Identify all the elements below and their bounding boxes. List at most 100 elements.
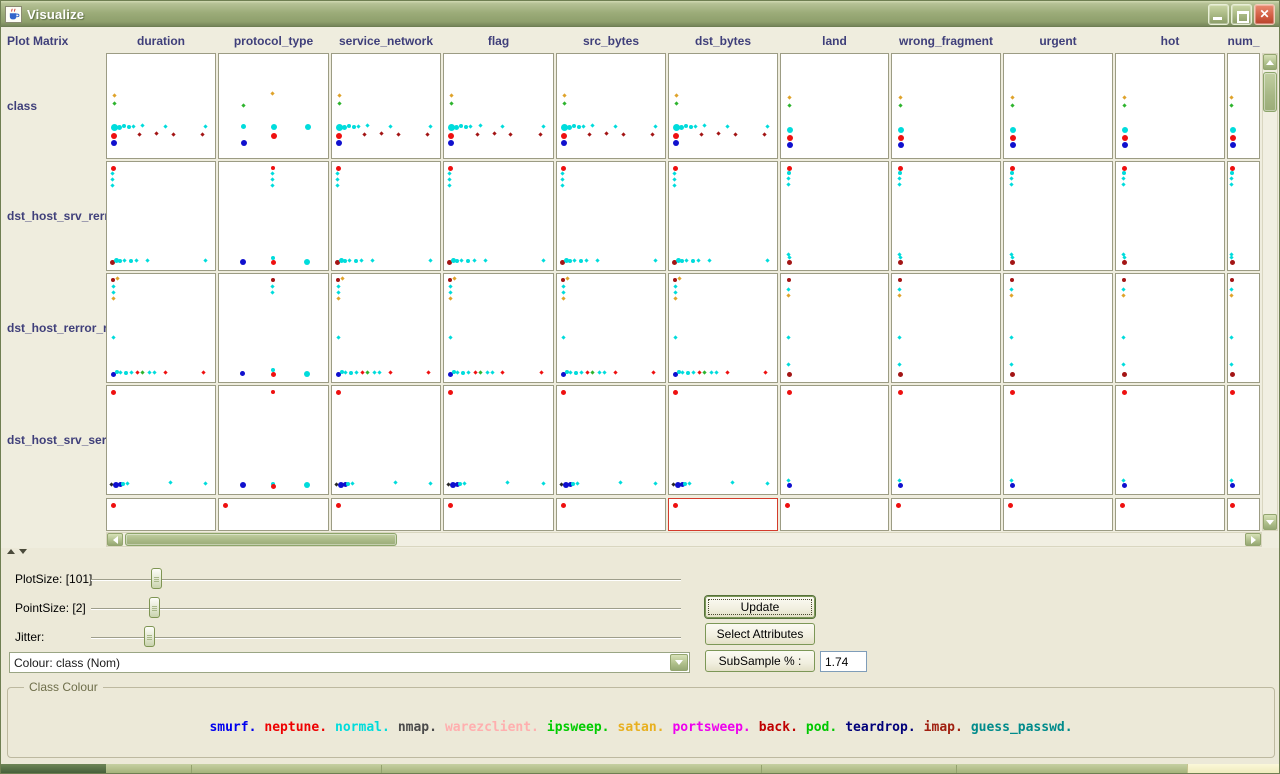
plot-cell-urgent-r0[interactable] xyxy=(1003,53,1113,159)
plot-cell-flag-r1[interactable] xyxy=(443,161,554,271)
plot-cell-flag-r2[interactable] xyxy=(443,273,554,383)
point-size-slider-thumb[interactable] xyxy=(149,597,161,618)
class-label-nmap[interactable]: nmap. xyxy=(397,720,437,735)
divider-collapse-down-icon[interactable] xyxy=(19,549,27,554)
split-divider[interactable] xyxy=(1,548,1279,555)
plot-cell-dst_bytes-r3[interactable] xyxy=(668,385,778,495)
subsample-button[interactable]: SubSample % : xyxy=(705,650,815,672)
taskbar[interactable] xyxy=(1,764,1279,773)
update-button[interactable]: Update xyxy=(705,596,815,618)
class-label-neptune[interactable]: neptune. xyxy=(264,720,328,735)
plot-cell-protocol_type-r2[interactable] xyxy=(218,273,329,383)
class-label-teardrop[interactable]: teardrop. xyxy=(845,720,916,735)
plot-cell-flag-r4[interactable] xyxy=(443,498,554,531)
data-point xyxy=(448,296,453,301)
subsample-input[interactable] xyxy=(820,651,867,672)
select-attributes-button[interactable]: Select Attributes xyxy=(705,623,815,645)
plot-cell-urgent-r2[interactable] xyxy=(1003,273,1113,383)
plot-cell-flag-r0[interactable] xyxy=(443,53,554,159)
plot-cell-hot-r3[interactable] xyxy=(1115,385,1225,495)
plot-cell-hot-r0[interactable] xyxy=(1115,53,1225,159)
jitter-slider-track[interactable] xyxy=(91,637,681,639)
plot-cell-hot-r1[interactable] xyxy=(1115,161,1225,271)
plot-cell-hot-r4[interactable] xyxy=(1115,498,1225,531)
class-label-ipsweep[interactable]: ipsweep. xyxy=(546,720,610,735)
plot-cell-service_network-r2[interactable] xyxy=(331,273,441,383)
plot-cell-service_network-r0[interactable] xyxy=(331,53,441,159)
class-label-portsweep[interactable]: portsweep. xyxy=(672,720,751,735)
colour-select[interactable]: Colour: class (Nom) xyxy=(9,652,690,673)
vertical-scrollbar[interactable] xyxy=(1262,53,1278,531)
plot-cell-duration-r0[interactable] xyxy=(106,53,216,159)
minimize-button[interactable] xyxy=(1208,3,1229,25)
plot-size-slider-thumb[interactable] xyxy=(150,568,162,589)
plot-cell-src_bytes-r3[interactable] xyxy=(556,385,666,495)
plot-cell-urgent-r1[interactable] xyxy=(1003,161,1113,271)
scroll-up-button[interactable] xyxy=(1263,54,1277,70)
plot-cell-wrong_fragment-r1[interactable] xyxy=(891,161,1001,271)
plot-cell-land-r4[interactable] xyxy=(780,498,889,531)
plot-cell-wrong_fragment-r2[interactable] xyxy=(891,273,1001,383)
plot-cell-num_-r2[interactable] xyxy=(1227,273,1260,383)
taskbar-tray[interactable] xyxy=(1187,764,1279,773)
plot-cell-wrong_fragment-r3[interactable] xyxy=(891,385,1001,495)
plot-cell-protocol_type-r3[interactable] xyxy=(218,385,329,495)
plot-size-slider-track[interactable] xyxy=(91,579,681,581)
class-label-normal[interactable]: normal. xyxy=(335,720,390,735)
plot-cell-land-r0[interactable] xyxy=(780,53,889,159)
plot-cell-flag-r3[interactable] xyxy=(443,385,554,495)
taskbar-buttons-area[interactable] xyxy=(106,764,1187,773)
plot-cell-land-r2[interactable] xyxy=(780,273,889,383)
point-size-slider-track[interactable] xyxy=(91,608,681,610)
plot-cell-num_-r0[interactable] xyxy=(1227,53,1260,159)
scroll-down-button[interactable] xyxy=(1263,514,1277,530)
plot-cell-duration-r1[interactable] xyxy=(106,161,216,271)
plot-cell-wrong_fragment-r0[interactable] xyxy=(891,53,1001,159)
plot-cell-land-r1[interactable] xyxy=(780,161,889,271)
plot-cell-urgent-r3[interactable] xyxy=(1003,385,1113,495)
plot-cell-urgent-r4[interactable] xyxy=(1003,498,1113,531)
plot-cell-duration-r2[interactable] xyxy=(106,273,216,383)
titlebar[interactable]: Visualize ✕ xyxy=(1,1,1279,27)
plot-cell-num_-r4[interactable] xyxy=(1227,498,1260,531)
class-label-guess_passwd[interactable]: guess_passwd. xyxy=(970,720,1073,735)
plot-cell-protocol_type-r0[interactable] xyxy=(218,53,329,159)
plot-cell-service_network-r4[interactable] xyxy=(331,498,441,531)
plot-cell-src_bytes-r0[interactable] xyxy=(556,53,666,159)
taskbar-active-button[interactable] xyxy=(1,764,106,773)
plot-cell-dst_bytes-r0[interactable] xyxy=(668,53,778,159)
plot-cell-duration-r4[interactable] xyxy=(106,498,216,531)
vertical-scroll-thumb[interactable] xyxy=(1263,72,1277,112)
horizontal-scrollbar[interactable] xyxy=(106,532,1262,547)
plot-cell-duration-r3[interactable] xyxy=(106,385,216,495)
plot-cell-hot-r2[interactable] xyxy=(1115,273,1225,383)
plot-cell-src_bytes-r1[interactable] xyxy=(556,161,666,271)
plot-cell-service_network-r3[interactable] xyxy=(331,385,441,495)
plot-cell-dst_bytes-r2[interactable] xyxy=(668,273,778,383)
scroll-left-button[interactable] xyxy=(107,533,123,546)
plot-cell-protocol_type-r4[interactable] xyxy=(218,498,329,531)
plot-cell-dst_bytes-r4[interactable] xyxy=(668,498,778,531)
horizontal-scroll-thumb[interactable] xyxy=(125,533,397,546)
plot-cell-protocol_type-r1[interactable] xyxy=(218,161,329,271)
plot-cell-wrong_fragment-r4[interactable] xyxy=(891,498,1001,531)
jitter-slider-thumb[interactable] xyxy=(143,626,155,647)
class-label-back[interactable]: back. xyxy=(758,720,798,735)
divider-collapse-up-icon[interactable] xyxy=(7,549,15,554)
class-label-pod[interactable]: pod. xyxy=(805,720,838,735)
plot-cell-src_bytes-r4[interactable] xyxy=(556,498,666,531)
class-label-warezclient[interactable]: warezclient. xyxy=(444,720,539,735)
plot-cell-num_-r3[interactable] xyxy=(1227,385,1260,495)
plot-cell-num_-r1[interactable] xyxy=(1227,161,1260,271)
class-label-imap[interactable]: imap. xyxy=(923,720,963,735)
scroll-right-button[interactable] xyxy=(1245,533,1261,546)
plot-cell-src_bytes-r2[interactable] xyxy=(556,273,666,383)
plot-cell-service_network-r1[interactable] xyxy=(331,161,441,271)
restore-button[interactable] xyxy=(1231,3,1252,25)
plot-cell-dst_bytes-r1[interactable] xyxy=(668,161,778,271)
combo-arrow-button[interactable] xyxy=(670,654,688,671)
plot-cell-land-r3[interactable] xyxy=(780,385,889,495)
close-button[interactable]: ✕ xyxy=(1254,3,1275,25)
class-label-smurf[interactable]: smurf. xyxy=(209,720,257,735)
class-label-satan[interactable]: satan. xyxy=(617,720,665,735)
